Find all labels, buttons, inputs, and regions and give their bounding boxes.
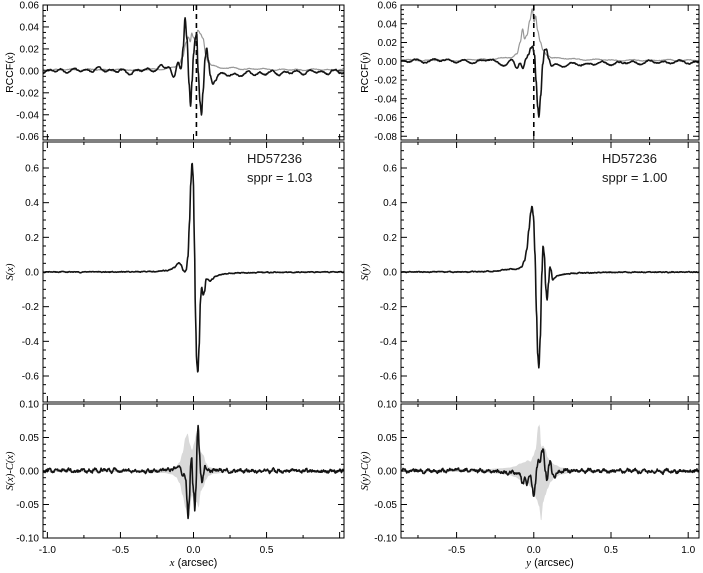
curve-reference <box>401 8 699 62</box>
y-tick-label: -0.2 <box>22 302 40 313</box>
plot-area-sy-minus-cy <box>401 424 699 521</box>
plot-area-rccf-x <box>43 5 344 140</box>
y-tick-label: 0.05 <box>378 433 398 444</box>
tick-labels-sy-minus-cy: 0.10 0.05 0.00 -0.05 -0.10 -0.5 0.0 0.5 1.0 <box>374 400 695 557</box>
plot-area-rccf-y <box>401 5 699 140</box>
panel-sy-minus-cy: 0.10 0.05 0.00 -0.05 -0.10 -0.5 0.0 0.5 1.0 S(y)-… <box>360 400 700 569</box>
y-tick-label: 0.04 <box>378 19 398 30</box>
curve-reference <box>43 29 344 72</box>
y-tick-label: -0.10 <box>16 534 39 545</box>
y-axis-title-rccf-x: RCCF(x) <box>4 52 16 93</box>
star-name: HD57236 <box>247 151 302 166</box>
x-tick-label: 1.0 <box>681 545 695 556</box>
tick-labels-s-x: 0.6 0.4 0.2 0.0 -0.2 -0.4 -0.6 <box>22 164 40 383</box>
plot-area-sx-minus-cx <box>43 424 344 520</box>
y-tick-label: 0.06 <box>20 1 40 12</box>
panel-rccf-x: 0.06 0.04 0.02 0.00 -0.02 -0.04 -0.06 RCCF(x) <box>4 1 345 144</box>
panel-rccf-y: 0.06 0.04 0.02 0.00 -0.02 -0.04 -0.06 -0.08 RCCF… <box>359 1 700 143</box>
ticks-s-x <box>43 141 344 403</box>
y-tick-label: 0.10 <box>20 400 40 411</box>
y-axis-title-rccf-y: RCCF(y) <box>359 52 371 93</box>
y-tick-label: 0.2 <box>383 233 397 244</box>
panel-s-y: 0.6 0.4 0.2 0.0 -0.2 -0.4 -0.6 S(y) <box>360 141 700 403</box>
y-tick-label: 0.00 <box>378 467 398 478</box>
plot-area-s-y <box>401 205 699 369</box>
y-axis-title-s-x: S(x) <box>5 263 16 280</box>
x-tick-label: -0.5 <box>448 545 466 556</box>
annotation-right-panel: HD57236 sppr = 1.00 <box>602 149 667 187</box>
ticks-rccf-y <box>401 4 699 140</box>
y-tick-label: -0.6 <box>22 372 40 383</box>
x-tick-label: 0.5 <box>604 545 618 556</box>
axes-frame <box>42 4 345 141</box>
axes-frame <box>400 4 700 141</box>
y-tick-label: -0.4 <box>380 337 398 348</box>
y-tick-label: -0.04 <box>374 94 397 105</box>
y-tick-label: 0.2 <box>25 233 39 244</box>
y-tick-label: -0.02 <box>16 88 39 99</box>
y-tick-label: 0.00 <box>378 57 398 68</box>
uncertainty-band <box>43 431 344 515</box>
y-tick-label: 0.02 <box>378 38 398 49</box>
sppr-ratio: sppr = 1.03 <box>247 170 313 185</box>
x-axis-title-sx-minus-cx: x (arcsec) <box>169 557 218 569</box>
ticks-sx-minus-cx <box>43 403 344 539</box>
y-tick-label: 0.04 <box>20 22 40 33</box>
star-name: HD57236 <box>602 151 657 166</box>
curve-residual <box>401 448 699 498</box>
y-tick-label: 0.4 <box>383 198 397 209</box>
y-tick-label: 0.10 <box>378 400 398 411</box>
y-tick-label: -0.04 <box>16 110 39 121</box>
y-tick-label: 0.00 <box>20 467 40 478</box>
y-tick-label: -0.4 <box>22 337 40 348</box>
curve-object <box>43 17 344 116</box>
curve-residual <box>43 424 344 520</box>
y-tick-label: -0.06 <box>16 132 39 143</box>
y-tick-label: 0.6 <box>383 164 397 175</box>
y-tick-label: 0.06 <box>378 1 398 12</box>
ticks-rccf-x <box>43 4 344 140</box>
tick-labels-sx-minus-cx: 0.10 0.05 0.00 -0.05 -0.10-1.0 -0.5 0.0 0.5 <box>16 400 274 557</box>
x-tick-label: -1.0 <box>39 545 57 556</box>
y-axis-title-s-y: S(y) <box>360 263 371 280</box>
y-tick-label: -0.05 <box>16 500 39 511</box>
y-tick-label: -0.08 <box>374 132 397 143</box>
y-tick-label: -0.05 <box>374 500 397 511</box>
ticks-sy-minus-cy <box>401 403 699 539</box>
curve-object <box>43 162 344 373</box>
y-tick-label: 0.00 <box>20 66 40 77</box>
x-tick-label: -0.5 <box>112 545 130 556</box>
y-axis-title-sy-minus-cy: S(y)-C(y) <box>360 451 371 491</box>
curve-object <box>401 205 699 369</box>
sppr-ratio: sppr = 1.00 <box>602 170 668 185</box>
y-tick-label: 0.05 <box>20 433 40 444</box>
y-tick-label: -0.10 <box>374 534 397 545</box>
tick-labels-s-y: 0.6 0.4 0.2 0.0 -0.2 -0.4 -0.6 <box>380 164 398 383</box>
tick-labels-rccf-x: 0.06 0.04 0.02 0.00 -0.02 -0.04 -0.06 <box>16 1 39 144</box>
y-tick-label: -0.06 <box>374 113 397 124</box>
y-tick-label: 0.02 <box>20 44 40 55</box>
y-tick-label: 0.0 <box>25 268 39 279</box>
y-axis-title-sx-minus-cx: S(x)-C(x) <box>5 451 16 491</box>
curve-object <box>401 45 699 118</box>
y-tick-label: 0.4 <box>25 198 39 209</box>
y-tick-label: -0.02 <box>374 76 397 87</box>
plot-area-s-x <box>43 162 344 373</box>
x-tick-label: 0.5 <box>260 545 274 556</box>
ticks-s-y <box>401 141 699 403</box>
uncertainty-band <box>401 424 699 521</box>
panel-s-x: 0.6 0.4 0.2 0.0 -0.2 -0.4 -0.6 S(x) <box>5 141 345 403</box>
x-tick-label: 0.0 <box>187 545 201 556</box>
x-axis-title-sy-minus-cy: y (arcsec) <box>525 557 574 569</box>
y-tick-label: -0.2 <box>380 302 398 313</box>
y-tick-label: 0.6 <box>25 164 39 175</box>
tick-labels-rccf-y: 0.06 0.04 0.02 0.00 -0.02 -0.04 -0.06 -0.08 <box>374 1 397 143</box>
x-tick-label: 0.0 <box>527 545 541 556</box>
annotation-left-panel: HD57236 sppr = 1.03 <box>247 149 312 187</box>
y-tick-label: -0.6 <box>380 372 398 383</box>
panel-sx-minus-cx: 0.10 0.05 0.00 -0.05 -0.10-1.0 -0.5 0.0 0.5 S(x)… <box>5 400 345 569</box>
y-tick-label: 0.0 <box>383 268 397 279</box>
